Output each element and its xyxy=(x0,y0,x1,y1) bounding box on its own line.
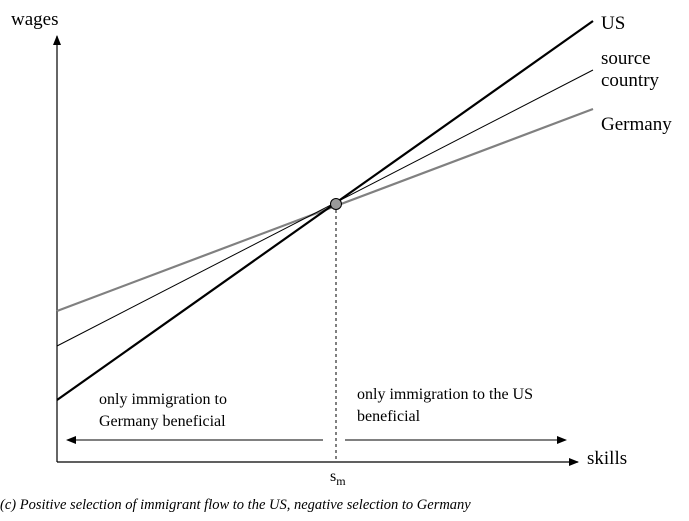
us-line-label: US xyxy=(601,13,625,34)
x-mark-subscript: m xyxy=(336,474,346,488)
figure-caption: (c) Positive selection of immigrant flow… xyxy=(0,497,471,513)
right-region-label-line2: beneficial xyxy=(357,408,421,425)
left-region-label-line1: only immigration to xyxy=(99,391,227,408)
intersection-point xyxy=(330,198,342,210)
y-axis-label: wages xyxy=(11,9,58,30)
source-country-label-line1: source xyxy=(601,48,651,69)
right-region-label-line1: only immigration to the US xyxy=(357,386,533,403)
us-line xyxy=(56,20,594,401)
x-mark-label: sm xyxy=(330,468,346,488)
germany-line-label: Germany xyxy=(601,114,672,135)
source-country-label-line2: country xyxy=(601,70,660,91)
left-region-label-line2: Germany beneficial xyxy=(99,413,226,430)
source-country-line xyxy=(56,69,594,347)
x-axis-label: skills xyxy=(587,448,627,469)
